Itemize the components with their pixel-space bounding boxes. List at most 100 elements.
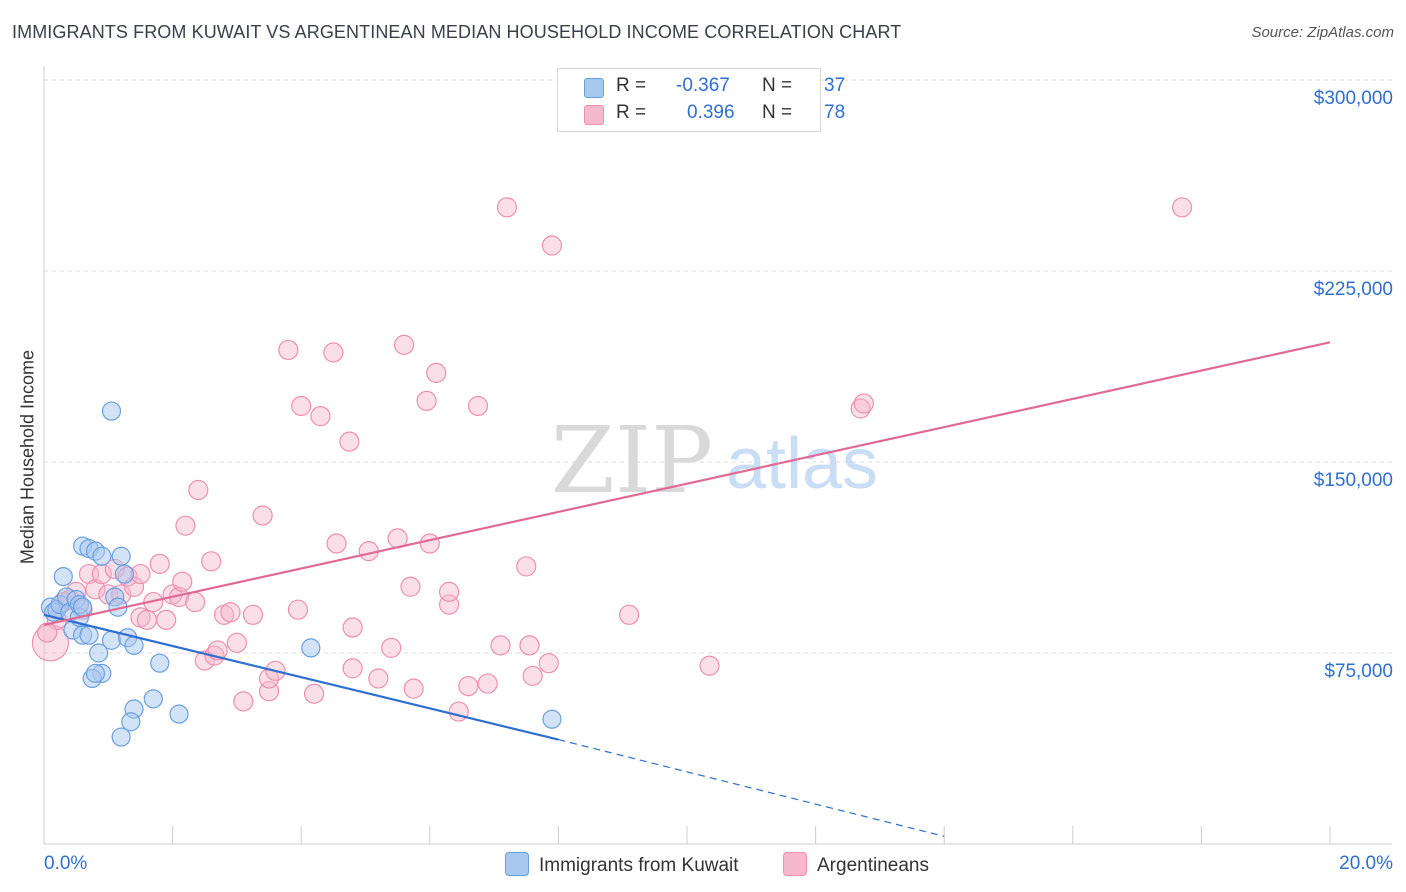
argentineans-point bbox=[496, 197, 518, 218]
correlation-legend: R = -0.367 N = 37 R = 0.396 N = 78 bbox=[557, 68, 845, 132]
bottom-legend-argentineans[interactable]: Argentineans bbox=[783, 852, 929, 877]
argentineans-point bbox=[416, 390, 437, 411]
argentineans-point bbox=[326, 533, 347, 554]
watermark: ZIP atlas bbox=[551, 407, 878, 514]
argentineans-point bbox=[448, 701, 469, 722]
argentineans-point bbox=[37, 622, 58, 643]
argentineans-point bbox=[85, 579, 106, 600]
grid-lines bbox=[44, 79, 1392, 654]
chart-title: IMMIGRANTS FROM KUWAIT VS ARGENTINEAN ME… bbox=[12, 22, 902, 42]
source-label: Source: ZipAtlas.com bbox=[1251, 24, 1394, 41]
argentineans-point bbox=[419, 533, 440, 554]
watermark-atlas: atlas bbox=[726, 424, 878, 504]
argentineans-point bbox=[538, 653, 559, 674]
argentineans-point bbox=[136, 609, 157, 630]
argentineans-point bbox=[252, 505, 273, 526]
kuwait-point bbox=[114, 564, 134, 584]
watermark-zip: ZIP bbox=[551, 407, 713, 514]
legend-r-value-argentineans: 0.396 bbox=[687, 102, 735, 123]
argentineans-point bbox=[400, 576, 421, 597]
argentineans-point bbox=[853, 393, 874, 414]
kuwait-trend-extension bbox=[558, 739, 945, 837]
argentineans-point bbox=[303, 683, 325, 704]
argentineans-point bbox=[185, 591, 206, 613]
argentineans-point bbox=[467, 395, 489, 417]
legend-swatch-kuwait bbox=[584, 78, 604, 98]
argentineans-point bbox=[522, 665, 543, 687]
kuwait-trend-line bbox=[43, 613, 559, 741]
argentineans-point bbox=[323, 342, 344, 363]
kuwait-point bbox=[72, 597, 93, 617]
argentineans-point bbox=[381, 637, 402, 659]
kuwait-point bbox=[121, 712, 141, 732]
bottom-legend-kuwait[interactable]: Immigrants from Kuwait bbox=[505, 852, 739, 877]
trend-lines bbox=[43, 341, 1331, 837]
argentineans-point bbox=[291, 395, 312, 417]
argentineans-point bbox=[201, 551, 222, 572]
kuwait-point bbox=[92, 546, 112, 566]
x-tick-labels: 0.0% 20.0% bbox=[44, 853, 1393, 874]
argentineans-point bbox=[342, 617, 363, 638]
y-tick-label: $225,000 bbox=[1314, 279, 1393, 300]
argentineans-trend-line bbox=[43, 341, 1331, 627]
argentineans-point bbox=[541, 235, 563, 256]
legend-n-label: N = bbox=[762, 102, 793, 123]
kuwait-points bbox=[40, 401, 562, 747]
argentineans-point bbox=[242, 604, 264, 625]
bottom-legend-swatch-kuwait bbox=[505, 852, 529, 876]
kuwait-point bbox=[169, 704, 189, 724]
argentineans-point bbox=[519, 635, 540, 656]
x-tick-label: 0.0% bbox=[44, 853, 87, 874]
argentineans-point bbox=[490, 635, 511, 656]
kuwait-point bbox=[101, 630, 122, 650]
argentineans-point bbox=[226, 632, 247, 653]
kuwait-point bbox=[111, 727, 131, 747]
bottom-legend-label-kuwait: Immigrants from Kuwait bbox=[539, 855, 739, 876]
bottom-legend-label-argentineans: Argentineans bbox=[817, 855, 929, 876]
argentineans-point bbox=[403, 678, 424, 699]
argentineans-point bbox=[368, 668, 389, 689]
argentineans-point bbox=[149, 553, 170, 574]
argentineans-point bbox=[310, 406, 331, 427]
kuwait-point bbox=[89, 643, 109, 663]
argentineans-points bbox=[31, 197, 1193, 722]
argentineans-point bbox=[188, 479, 209, 501]
argentineans-point bbox=[175, 515, 196, 536]
argentineans-point bbox=[699, 655, 720, 676]
legend-swatch-argentineans bbox=[584, 105, 604, 125]
legend-n-value-argentineans: 78 bbox=[824, 102, 846, 123]
kuwait-point bbox=[101, 401, 122, 421]
y-axis-label: Median Household Income bbox=[17, 349, 38, 565]
argentineans-point bbox=[278, 339, 299, 361]
argentineans-point bbox=[342, 658, 363, 679]
kuwait-point bbox=[111, 546, 131, 566]
argentineans-point bbox=[339, 431, 360, 452]
kuwait-point bbox=[150, 653, 170, 673]
y-tick-label: $75,000 bbox=[1324, 661, 1393, 682]
y-tick-labels: $75,000 $150,000 $225,000 $300,000 bbox=[1314, 88, 1393, 682]
axes bbox=[43, 66, 1392, 845]
argentineans-point bbox=[1172, 197, 1193, 218]
argentineans-point bbox=[156, 609, 177, 630]
argentineans-point bbox=[619, 604, 640, 625]
kuwait-point bbox=[542, 709, 562, 729]
legend-r-value-kuwait: -0.367 bbox=[676, 75, 730, 96]
argentineans-point bbox=[516, 556, 537, 577]
argentineans-point bbox=[438, 581, 460, 602]
argentineans-point bbox=[172, 571, 193, 592]
argentineans-point bbox=[287, 599, 309, 620]
argentineans-point bbox=[31, 624, 70, 662]
argentineans-point bbox=[458, 676, 479, 697]
argentineans-point bbox=[233, 691, 254, 712]
argentineans-point bbox=[426, 362, 447, 383]
legend-r-label: R = bbox=[616, 102, 647, 123]
legend-n-label: N = bbox=[762, 75, 793, 96]
argentineans-point bbox=[220, 602, 241, 623]
kuwait-point bbox=[301, 638, 321, 658]
x-tick-label: 20.0% bbox=[1339, 853, 1393, 874]
kuwait-point bbox=[143, 689, 163, 709]
kuwait-point bbox=[53, 566, 73, 587]
argentineans-point bbox=[477, 673, 498, 694]
kuwait-point bbox=[79, 625, 99, 645]
